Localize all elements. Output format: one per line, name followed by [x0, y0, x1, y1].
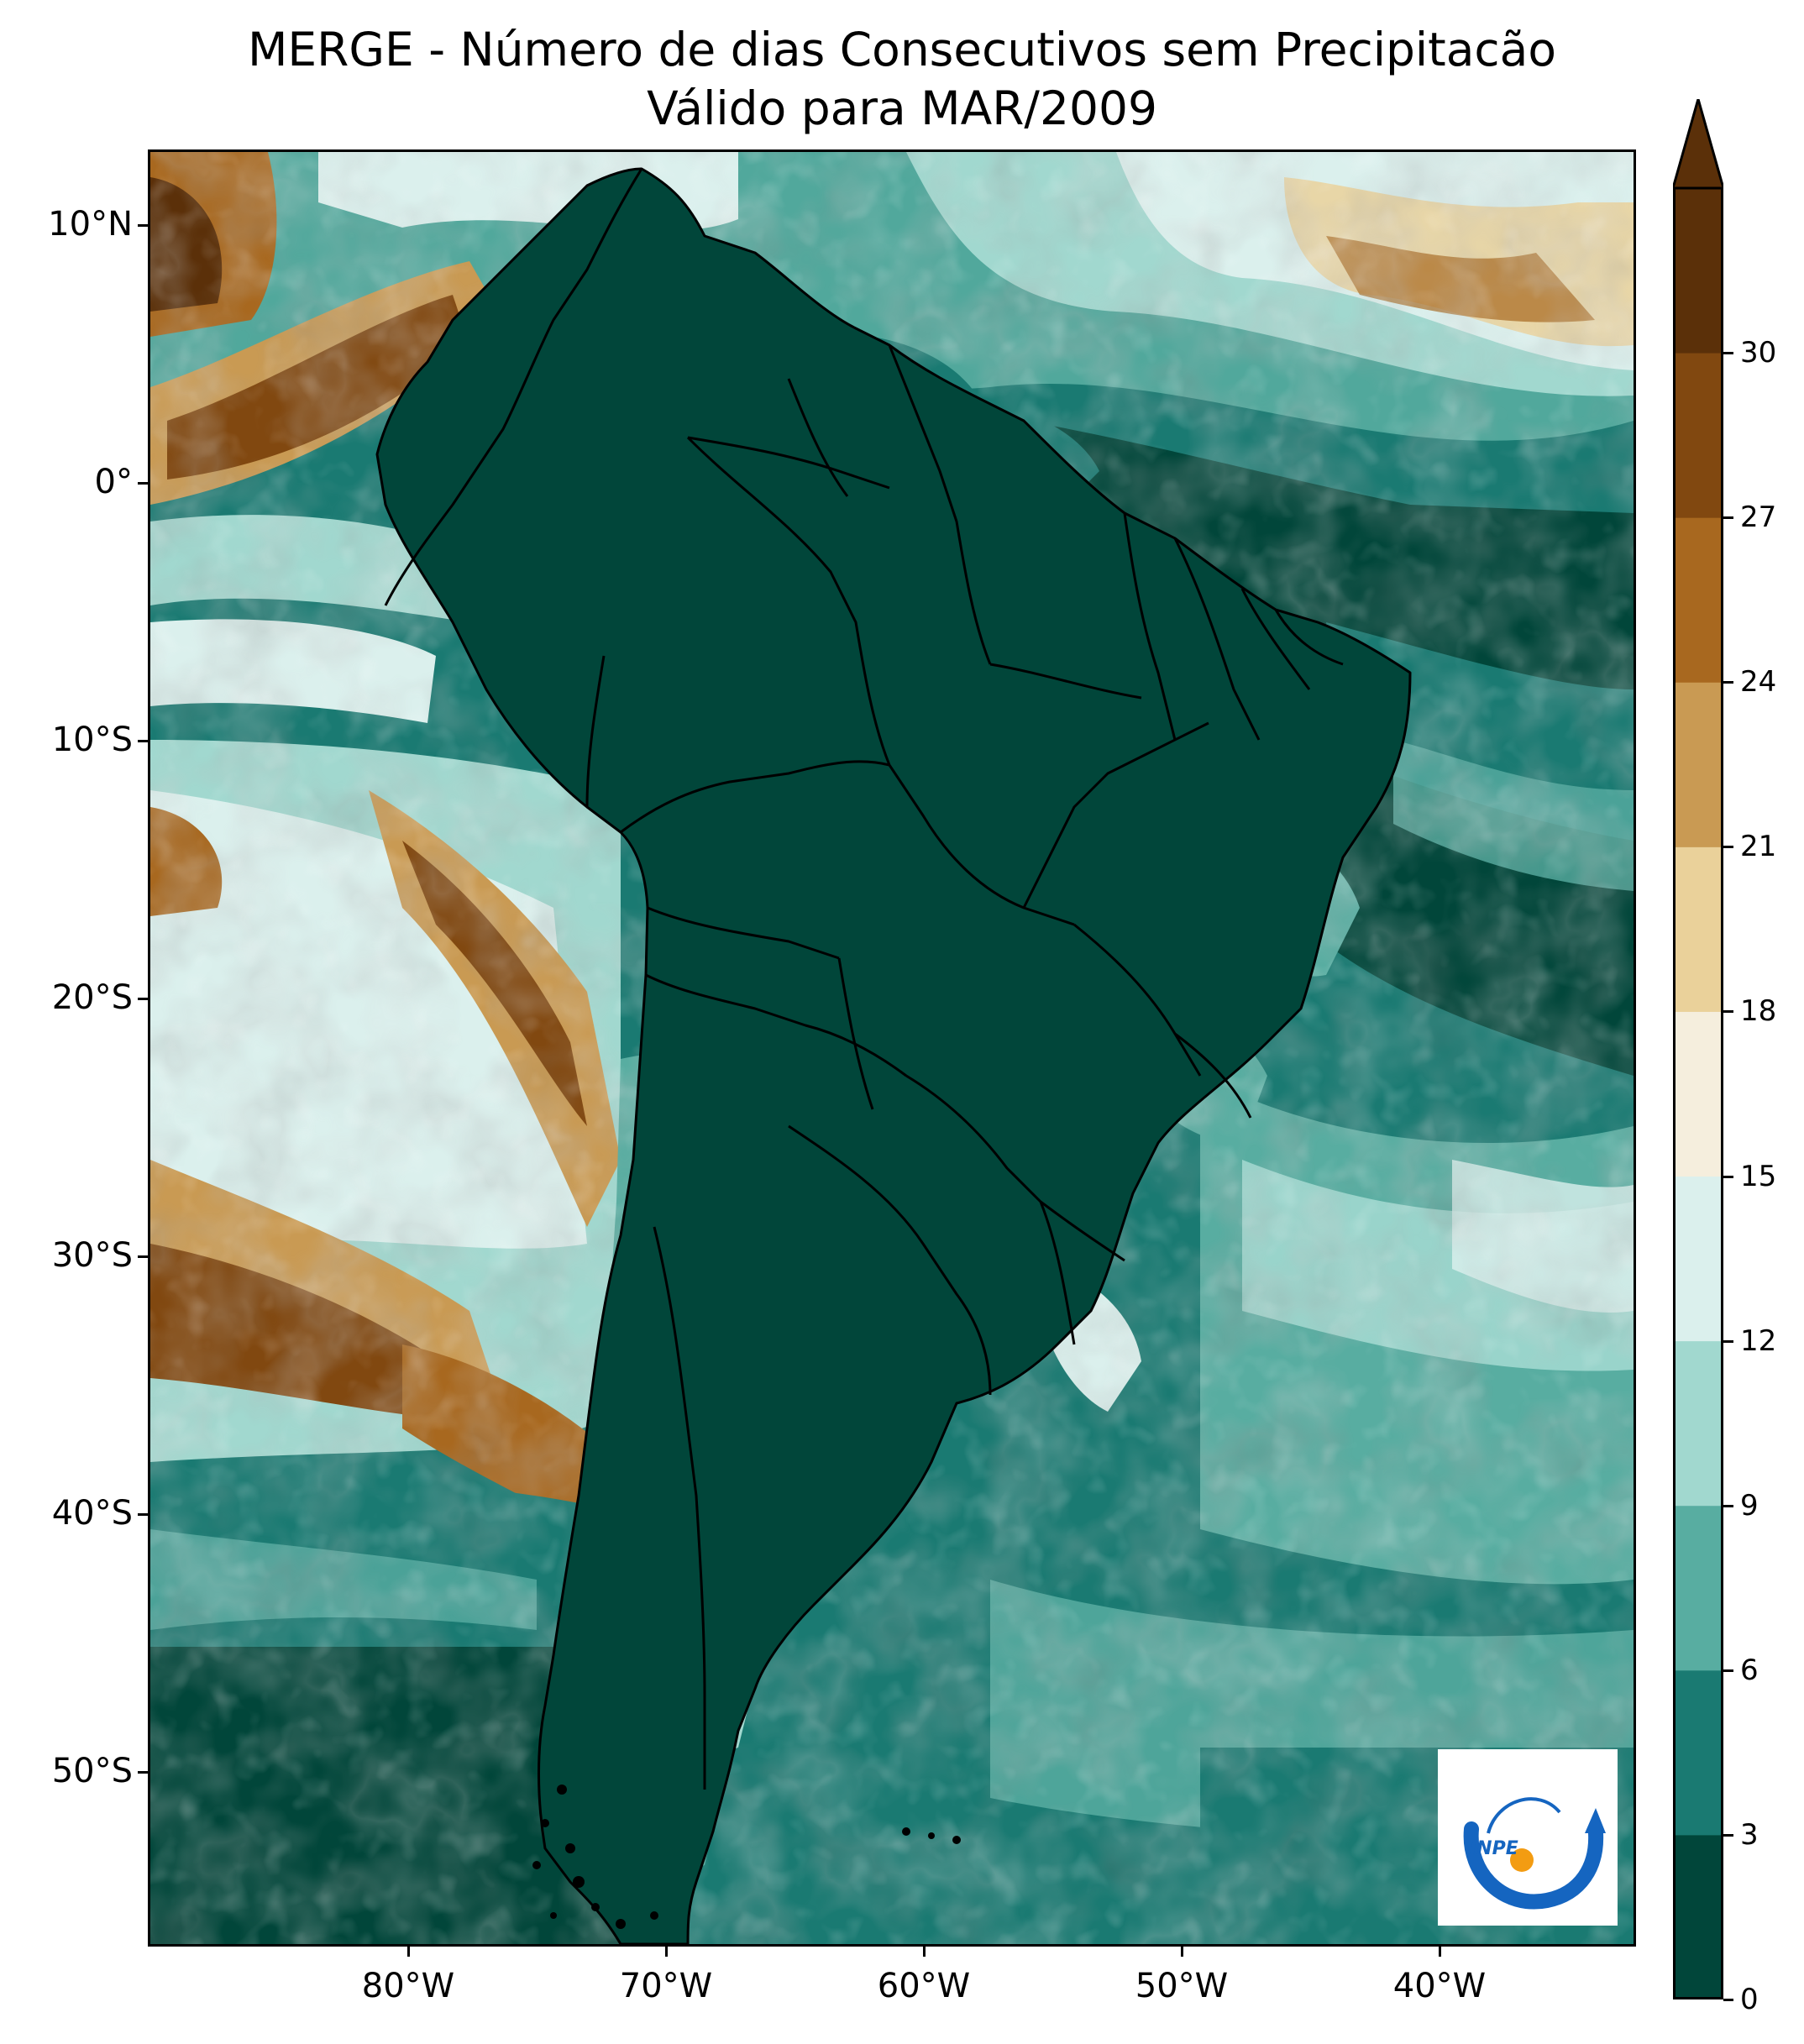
colorbar-tick-label: 0 [1740, 1983, 1759, 2016]
map-title: MERGE - Número de dias Consecutivos sem … [247, 23, 1557, 76]
colorbar-segment [1673, 846, 1723, 1012]
lat-tick-label: 40°S [51, 1494, 133, 1533]
colorbar-outline [1673, 186, 1723, 1999]
colorbar-extend-arrow [1671, 94, 1725, 190]
colorbar-segment [1673, 1505, 1723, 1671]
lat-tick-mark [138, 1771, 148, 1774]
lat-tick-label: 50°S [51, 1752, 133, 1790]
inpe-logo: INPE [1438, 1749, 1618, 1926]
colorbar-segment [1673, 1834, 1723, 2000]
colorbar-tick-mark [1723, 846, 1733, 849]
logo-arrow-icon [1585, 1808, 1606, 1833]
colorbar [1671, 94, 1725, 2000]
colorbar-tick-mark [1723, 1175, 1733, 1178]
lon-tick-label: 80°W [361, 1967, 455, 2005]
colorbar-tick-label: 12 [1740, 1323, 1777, 1358]
colorbar-tick-label: 30 [1740, 336, 1777, 370]
colorbar-tick-label: 27 [1740, 501, 1777, 535]
lon-tick-label: 60°W [877, 1967, 971, 2005]
lat-tick-mark [138, 1513, 148, 1516]
colorbar-tick-mark [1723, 1833, 1733, 1837]
colorbar-segment [1673, 1340, 1723, 1507]
lat-tick-mark [138, 740, 148, 742]
lat-tick-label: 20°S [51, 978, 133, 1017]
lat-tick-mark [138, 998, 148, 1000]
colorbar-segment [1673, 1011, 1723, 1177]
precipitation-map [148, 149, 1636, 1947]
colorbar-tick-label: 24 [1740, 665, 1777, 700]
colorbar-tick-mark [1723, 1010, 1733, 1014]
lon-tick-mark [665, 1947, 668, 1957]
lon-tick-label: 70°W [619, 1967, 713, 2005]
lon-tick-mark [1181, 1947, 1183, 1957]
lon-tick-label: 50°W [1135, 1967, 1229, 2005]
colorbar-tick-mark [1723, 352, 1733, 355]
colorbar-segment [1673, 517, 1723, 683]
map-subtitle: Válido para MAR/2009 [647, 81, 1157, 135]
logo-text: INPE [1470, 1838, 1518, 1859]
colorbar-segment [1673, 1669, 1723, 1836]
lon-tick-label: 40°W [1392, 1967, 1487, 2005]
colorbar-tick-mark [1723, 1504, 1733, 1507]
lat-tick-mark [138, 482, 148, 485]
lat-tick-mark [138, 224, 148, 227]
logo-arc [1463, 1821, 1604, 1910]
lon-tick-mark [1439, 1947, 1441, 1957]
lat-tick-mark [138, 1255, 148, 1258]
logo-dot [1510, 1848, 1534, 1872]
colorbar-tick-label: 18 [1740, 994, 1777, 1029]
lat-tick-label: 30°S [51, 1236, 133, 1275]
lon-tick-mark [923, 1947, 926, 1957]
colorbar-segment [1673, 1176, 1723, 1342]
lat-tick-label: 0° [94, 463, 133, 501]
colorbar-segment [1673, 353, 1723, 518]
lon-tick-mark [407, 1947, 410, 1957]
map-canvas [150, 152, 1634, 1944]
colorbar-segment [1673, 682, 1723, 847]
lat-tick-label: 10°N [48, 205, 133, 244]
colorbar-tick-label: 3 [1740, 1817, 1759, 1852]
colorbar-tick-mark [1723, 1669, 1733, 1672]
colorbar-segment [1673, 188, 1723, 354]
colorbar-tick-mark [1723, 681, 1733, 684]
colorbar-tick-mark [1723, 516, 1733, 520]
colorbar-tick-label: 21 [1740, 830, 1777, 864]
country-borders [375, 167, 1412, 1944]
colorbar-tick-label: 9 [1740, 1488, 1759, 1523]
colorbar-tick-label: 6 [1740, 1653, 1759, 1687]
colorbar-tick-label: 15 [1740, 1159, 1777, 1193]
colorbar-tick-mark [1723, 1999, 1733, 2001]
lat-tick-label: 10°S [51, 721, 133, 759]
colorbar-tick-mark [1723, 1339, 1733, 1343]
archipelago-islands [532, 1785, 961, 1929]
